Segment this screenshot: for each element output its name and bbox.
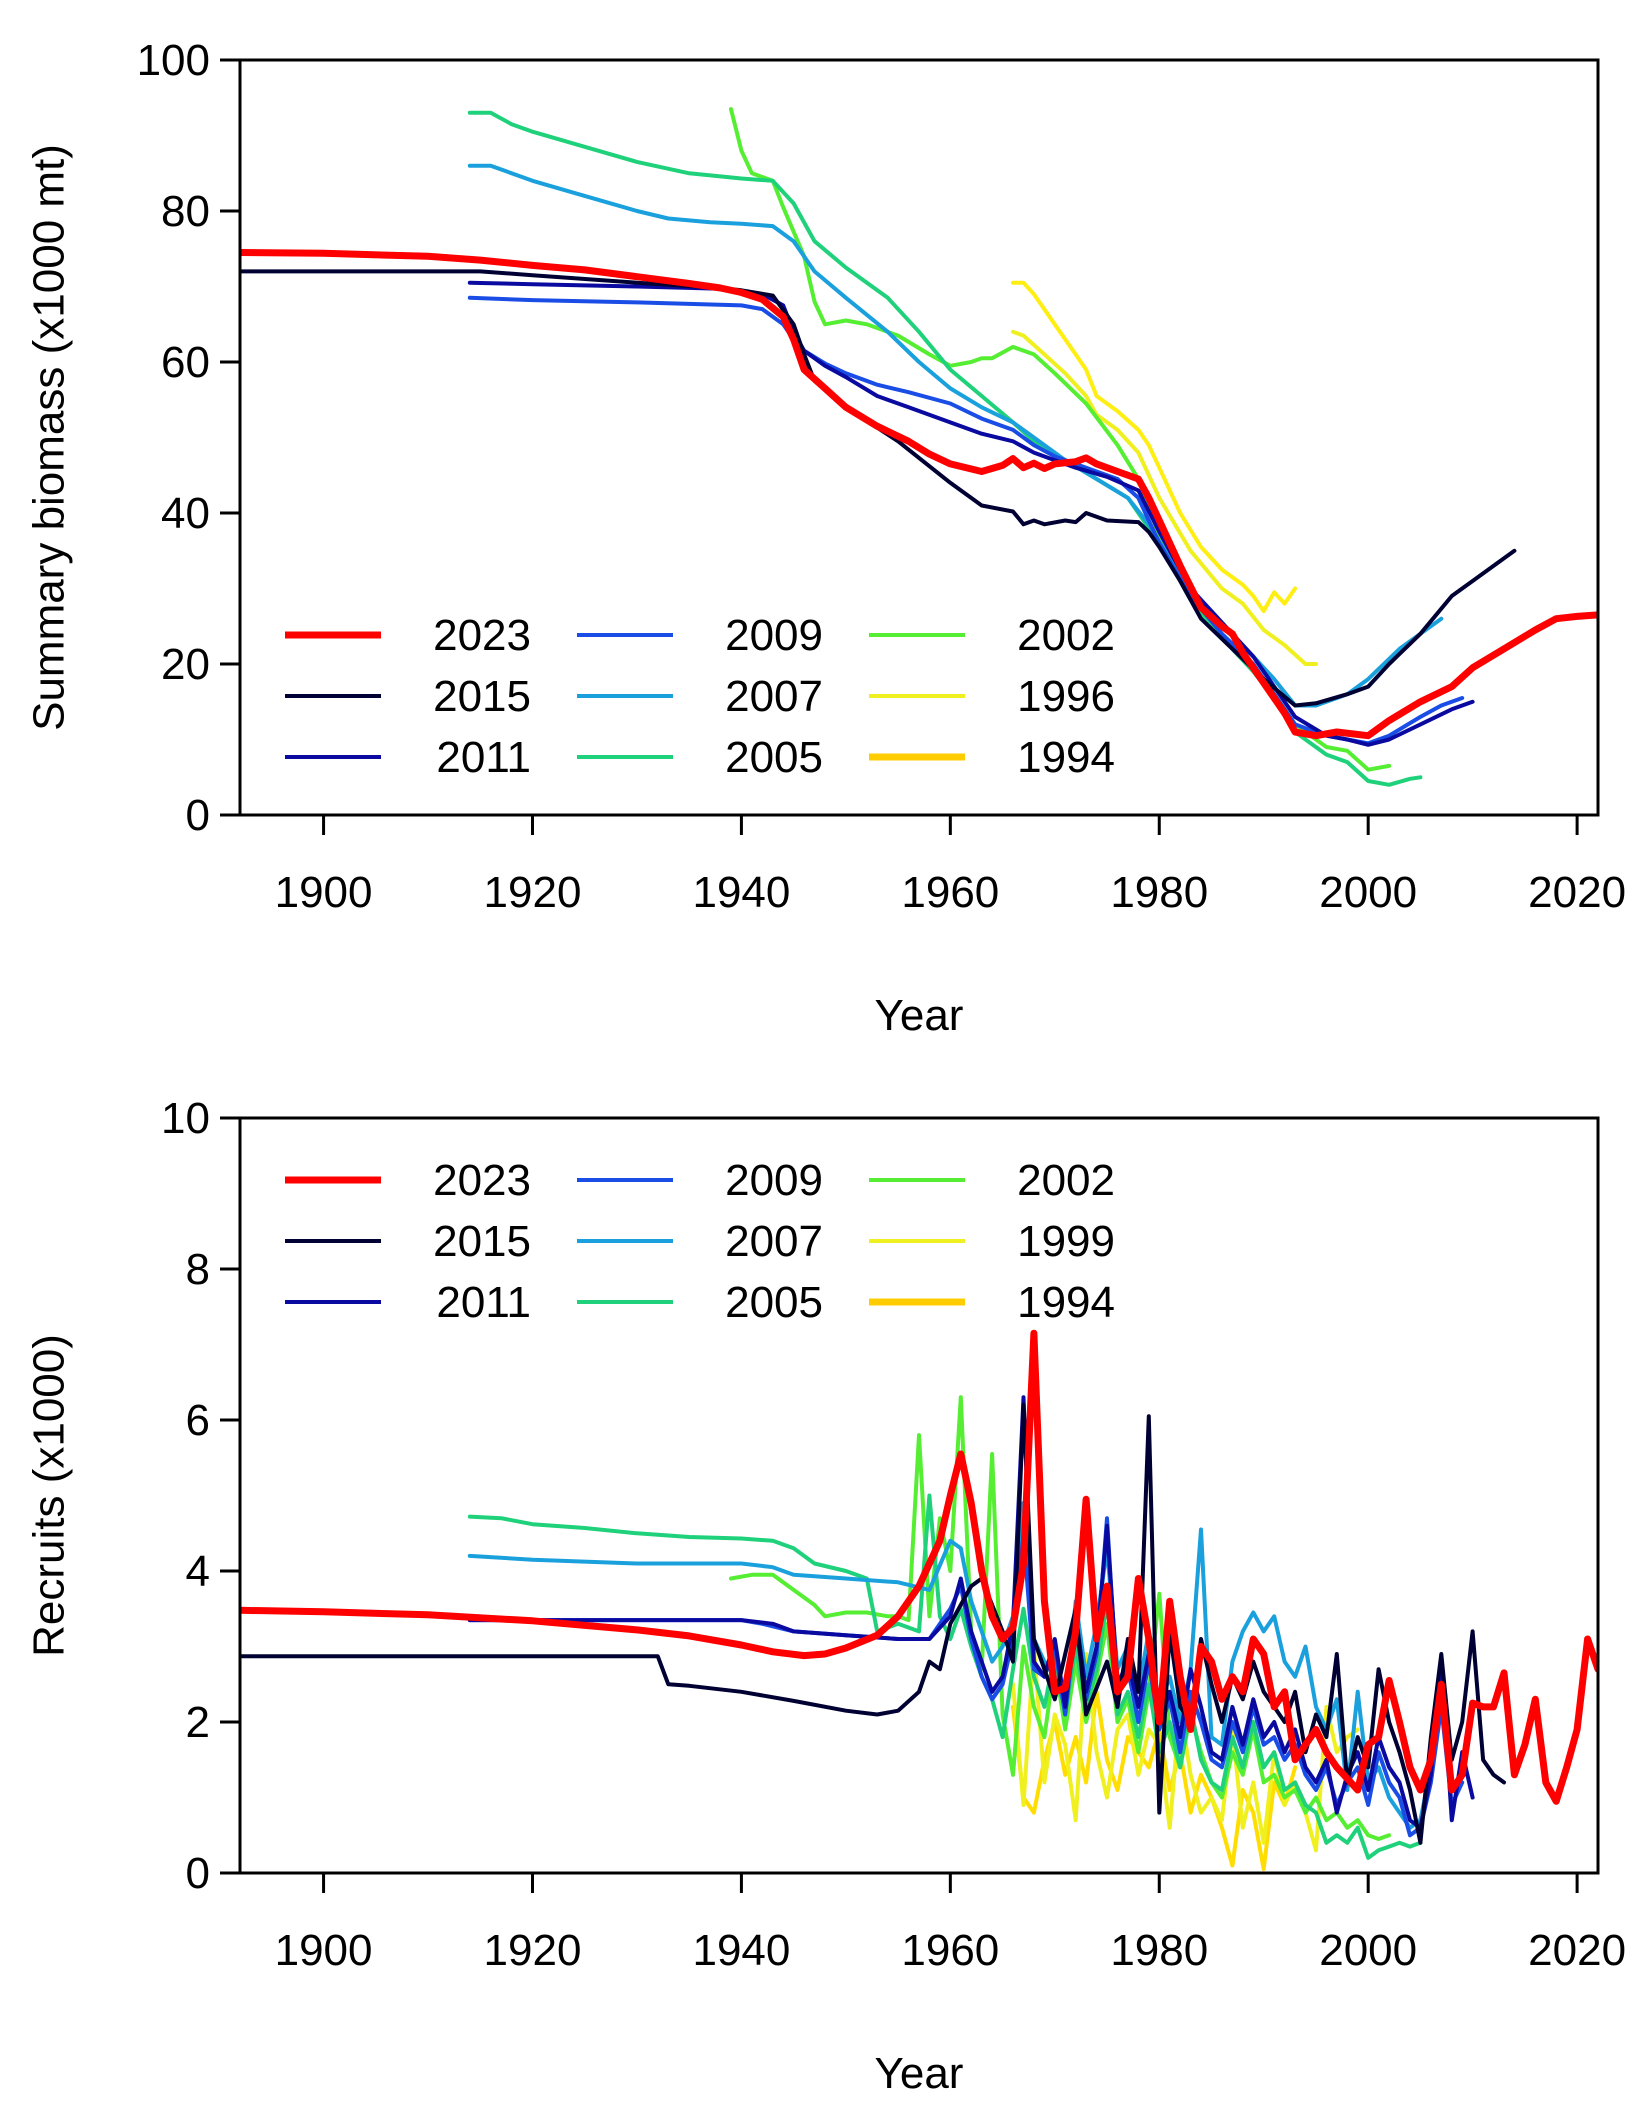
legend-label-1994: 1994 [1017,733,1115,782]
x-tick-label: 2000 [1319,868,1417,917]
x-axis-title: Year [875,991,964,1040]
x-tick-label: 1980 [1110,1926,1208,1975]
x-axis-title: Year [875,2049,964,2098]
plot-frame [238,58,1600,817]
y-tick-label: 60 [161,338,210,387]
x-tick-label: 1940 [692,1926,790,1975]
series-lines [240,1329,1598,1872]
y-tick-label: 80 [161,187,210,236]
recruits-panel: 0 2 4 6 8 10 1900 1920 1940 1960 1980 2000 2020 Year R… [24,1094,1626,2098]
y-tick-label: 40 [161,489,210,538]
legend-label-2007: 2007 [725,672,823,721]
x-tick-label: 1980 [1110,868,1208,917]
x-tick-label: 1920 [484,868,582,917]
legend: 2023 2015 2011 2009 2007 2005 2002 1999 1994 [285,1156,1115,1327]
legend-label-2011: 2011 [436,1278,531,1327]
series-line-2023 [240,1329,1598,1805]
x-tick-label: 2000 [1319,1926,1417,1975]
biomass-panel: 0 20 40 60 80 100 1900 1920 1940 1960 1980 2000 2020… [24,36,1626,1040]
y-tick-label: 6 [186,1396,210,1445]
legend-label-2005: 2005 [725,1278,823,1327]
series-lines [240,107,1598,787]
y-tick-label: 4 [186,1547,210,1596]
legend-label-2015: 2015 [433,672,531,721]
series-line-2002 [729,1395,1392,1841]
legend-label-2002: 2002 [1017,1156,1115,1205]
x-tick-label: 2020 [1528,1926,1626,1975]
x-tick-label: 2020 [1528,868,1626,917]
y-axis-title: Summary biomass (x1000 mt) [24,144,73,731]
y-tick-label: 100 [137,36,210,85]
legend-label-2007: 2007 [725,1217,823,1266]
legend-label-2009: 2009 [725,1156,823,1205]
series-line-2023 [240,249,1598,740]
series-line-1996 [1011,329,1318,666]
legend-label-2023: 2023 [433,1156,531,1205]
legend-label-2002: 2002 [1017,611,1115,660]
legend-label-1994: 1994 [1017,1278,1115,1327]
legend-label-2011: 2011 [436,733,531,782]
series-line-extra-9 [1011,280,1298,614]
y-tick-label: 10 [161,1094,210,1143]
x-tick-label: 1920 [484,1926,582,1975]
legend-label-2005: 2005 [725,733,823,782]
series-line-2015 [240,269,1517,708]
series-line-2005 [467,1493,1423,1860]
x-tick-label: 1900 [275,1926,373,1975]
y-tick-label: 8 [186,1245,210,1294]
x-tick-label: 1960 [901,868,999,917]
legend: 2023 2015 2011 2009 2007 2005 2002 1996 1994 [285,611,1115,782]
y-tick-label: 0 [186,791,210,840]
legend-label-1996: 1996 [1017,672,1115,721]
series-line-2011 [467,1395,1475,1830]
y-tick-label: 20 [161,640,210,689]
y-tick-label: 2 [186,1698,210,1747]
y-axis-title: Recruits (x1000) [24,1334,73,1657]
x-tick-label: 1940 [692,868,790,917]
x-tick-label: 1900 [275,868,373,917]
plot-frame [238,1116,1600,1875]
legend-label-2015: 2015 [433,1217,531,1266]
x-tick-label: 1960 [901,1926,999,1975]
legend-label-2023: 2023 [433,611,531,660]
y-tick-label: 0 [186,1849,210,1898]
legend-label-2009: 2009 [725,611,823,660]
legend-label-1999: 1999 [1017,1217,1115,1266]
